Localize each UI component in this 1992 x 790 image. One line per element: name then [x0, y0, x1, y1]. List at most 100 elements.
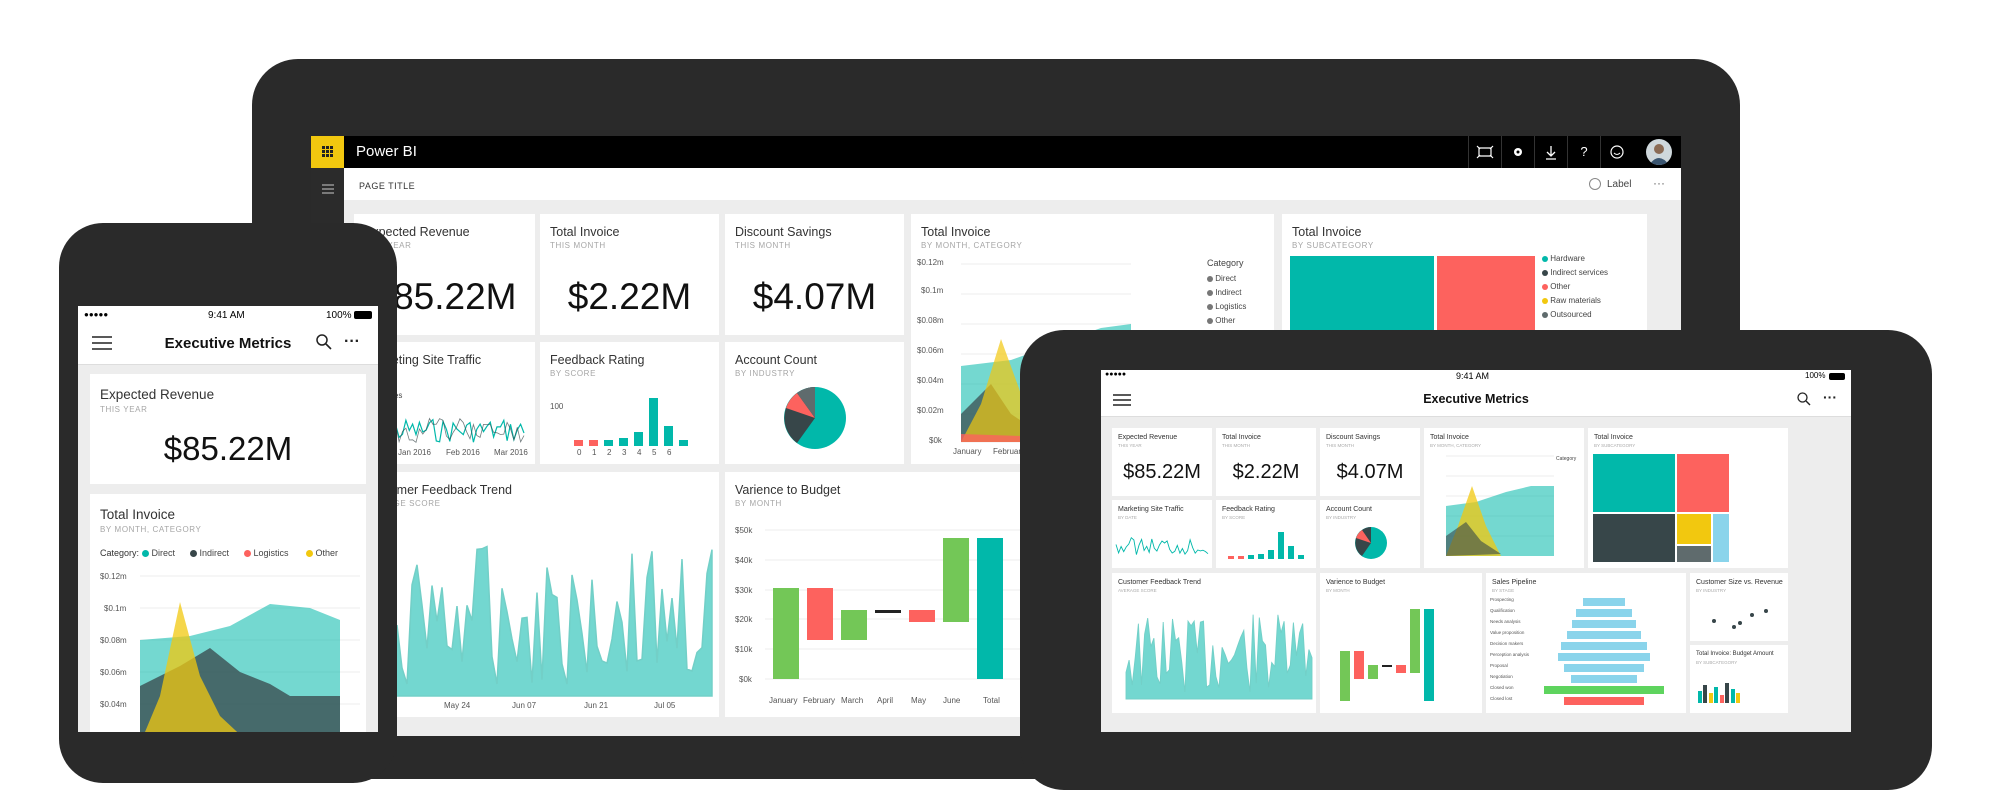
card-expected-revenue[interactable]: Expected Revenue THIS YEAR $85.22M [1112, 428, 1212, 496]
more-options-icon[interactable]: ··· [344, 333, 360, 350]
hamburger-menu-icon[interactable] [92, 336, 112, 350]
settings-icon [1514, 148, 1522, 156]
x-tick: Feb 2016 [446, 448, 480, 457]
legend-dot [306, 550, 313, 558]
pipeline-stage-bar[interactable] [1564, 664, 1644, 672]
pipeline-stage-bar[interactable] [1564, 697, 1644, 705]
hamburger-menu-icon[interactable] [1113, 394, 1131, 406]
legend-dot [1207, 275, 1213, 282]
card-title: Account Count [1326, 506, 1372, 513]
pipeline-stage-bar[interactable] [1571, 675, 1637, 683]
card-customer-feedback-trend[interactable]: Customer Feedback Trend AVERAGE SCORE [1112, 573, 1316, 713]
card-customer-size-vs-revenue[interactable]: Customer Size vs. Revenue BY INDUSTRY [1690, 573, 1788, 641]
fullscreen-icon [1476, 145, 1494, 159]
phone-screen: ●●●●● ︎ 9:41 AM 100% Executive Metrics ·… [78, 306, 378, 732]
pipeline-stage-bar[interactable] [1544, 686, 1664, 694]
card-customer-feedback-trend[interactable]: Customer Feedback Trend AVERAGE SCORE Ma… [354, 472, 719, 717]
card-value: $4.07M [752, 276, 877, 317]
treemap-outsourced[interactable] [1677, 546, 1711, 562]
trend-area-chart [361, 545, 713, 697]
card-sales-pipeline[interactable]: Sales Pipeline BY STAGE Prospecting Quali… [1486, 573, 1686, 713]
battery-level: 100% [326, 310, 352, 321]
pipeline-stage-bar[interactable] [1567, 631, 1641, 639]
treemap-misc[interactable] [1713, 514, 1729, 562]
search-icon[interactable] [1797, 392, 1811, 406]
pipeline-stage-bar[interactable] [1576, 609, 1632, 617]
card-subtitle: AVERAGE SCORE [1118, 588, 1157, 593]
legend-dot [1542, 269, 1548, 276]
x-tick: June [943, 696, 961, 705]
card-subtitle: THIS MONTH [735, 241, 791, 250]
app-title: Power BI [356, 143, 417, 160]
card-account-count[interactable]: Account Count BY INDUSTRY [1320, 500, 1420, 568]
card-variance-to-budget[interactable]: Varience to Budget BY MONTH [1320, 573, 1482, 713]
card-discount-savings[interactable]: Discount Savings THIS MONTH $4.07M [725, 214, 904, 335]
card-invoice-by-category[interactable]: Total Invoice BY MONTH, CATEGORY Categor… [1424, 428, 1584, 568]
card-subtitle: THIS YEAR [1118, 443, 1142, 448]
legend-dot [190, 550, 197, 558]
treemap-hardware[interactable] [1593, 454, 1675, 512]
label-toggle[interactable] [1589, 178, 1601, 190]
settings-button[interactable] [1501, 136, 1534, 168]
legend-label: Other [315, 548, 339, 558]
x-tick: April [877, 696, 894, 705]
pipeline-stage-bar[interactable] [1572, 620, 1636, 628]
card-title: Varience to Budget [1326, 579, 1386, 586]
fullscreen-button[interactable] [1468, 136, 1501, 168]
page-title: Executive Metrics [1423, 392, 1529, 406]
feedback-button[interactable] [1600, 136, 1633, 168]
card-subtitle: BY INDUSTRY [735, 369, 796, 378]
card-subtitle: BY SUBCATEGORY [1696, 660, 1738, 665]
hamburger-menu-icon[interactable] [322, 184, 334, 194]
card-budget-amount[interactable]: Total Invoice: Budget Amount BY SUBCATEG… [1690, 645, 1788, 713]
card-title: Total Invoice [1430, 434, 1469, 441]
feedback-bar-chart [1228, 532, 1304, 559]
card-title: Customer Size vs. Revenue [1696, 579, 1783, 586]
y-tick: $0.08m [100, 636, 127, 645]
pipeline-stage-label: Proposal [1490, 663, 1508, 668]
card-title: Expected Revenue [100, 387, 215, 402]
search-icon[interactable] [316, 334, 332, 350]
x-tick: 5 [652, 448, 657, 457]
y-tick: $0.1m [104, 604, 127, 613]
card-invoice-by-subcategory[interactable]: Total Invoice BY SUBCATEGORY [1588, 428, 1788, 568]
x-tick: Jun 07 [512, 701, 537, 710]
card-discount-savings[interactable]: Discount Savings THIS MONTH $4.07M [1320, 428, 1420, 496]
x-tick: May [911, 696, 927, 705]
card-subtitle: BY SUBCATEGORY [1292, 241, 1374, 250]
more-options-icon[interactable]: ··· [1653, 176, 1665, 190]
card-account-count[interactable]: Account Count BY INDUSTRY [725, 342, 904, 464]
legend-item-other: Other [306, 548, 338, 558]
card-total-invoice[interactable]: Total Invoice THIS MONTH $2.22M [540, 214, 719, 335]
card-variance-to-budget[interactable]: Varience to Budget BY MONTH $50k $40k $3… [725, 472, 1025, 717]
x-tick: Jul 05 [654, 701, 676, 710]
treemap-indirect-services[interactable] [1593, 514, 1675, 562]
legend-item-indirect: Indirect [190, 548, 229, 558]
size-scatter-chart [1712, 609, 1768, 629]
card-title: Expected Revenue [1118, 434, 1178, 441]
status-time: 9:41 AM [208, 310, 245, 321]
pipeline-stage-bar[interactable] [1561, 642, 1647, 650]
treemap-raw-materials[interactable] [1677, 514, 1711, 544]
pipeline-stage-bar[interactable] [1583, 598, 1625, 606]
card-total-invoice[interactable]: Total Invoice THIS MONTH $2.22M [1216, 428, 1316, 496]
avatar[interactable] [1646, 139, 1672, 165]
legend-label: Logistics [1215, 302, 1247, 311]
card-expected-revenue[interactable]: Expected Revenue THIS YEAR $85.22M [90, 374, 366, 484]
card-feedback-rating[interactable]: Feedback Rating BY SCORE [1216, 500, 1316, 568]
treemap-other[interactable] [1677, 454, 1729, 512]
card-marketing-site-traffic[interactable]: Marketing Site Traffic BY DATE [1112, 500, 1212, 568]
card-feedback-rating[interactable]: Feedback Rating BY SCORE 100 0 1 2 3 4 5… [540, 342, 719, 464]
pipeline-stage-label: Needs analysis [1490, 619, 1521, 624]
y-tick: $10k [735, 645, 753, 654]
more-options-icon[interactable]: ··· [1823, 389, 1837, 405]
help-button[interactable]: ? [1567, 136, 1600, 168]
legend-title: Category: [100, 548, 140, 558]
pipeline-stage-bar[interactable] [1558, 653, 1650, 661]
card-total-invoice[interactable]: Total Invoice BY MONTH, CATEGORY Categor… [90, 494, 366, 732]
y-tick: $0k [929, 436, 942, 445]
x-tick: 2 [607, 448, 612, 457]
app-launcher-button[interactable] [311, 136, 344, 168]
download-button[interactable] [1534, 136, 1567, 168]
legend-item-other: Other [1542, 282, 1570, 291]
